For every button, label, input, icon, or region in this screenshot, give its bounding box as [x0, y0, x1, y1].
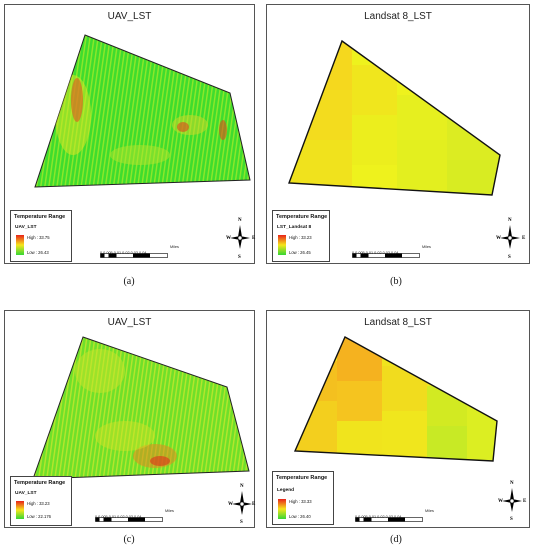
scale-bar: Miles 0 0.005 0.01 0.02 0.03 0.04: [352, 245, 432, 259]
legend-layer: UAV_LST: [15, 491, 37, 496]
legend: Temperature Range LST_Landsat 8 High : 3…: [272, 210, 330, 262]
caption-c: (c): [123, 534, 135, 545]
landsat-lst-map-b: [288, 39, 501, 196]
caption-d: (d): [390, 534, 402, 545]
compass-e: E: [523, 499, 527, 504]
compass-w: W: [498, 499, 503, 504]
compass-n: N: [240, 484, 244, 489]
compass-w: W: [226, 236, 231, 241]
legend-title: Temperature Range: [14, 214, 66, 220]
legend-gradient: [278, 499, 286, 519]
legend-gradient: [16, 501, 24, 519]
legend-high: High : 33.23: [289, 235, 312, 240]
compass-rose-icon: [500, 225, 520, 249]
compass-n: N: [238, 218, 242, 223]
map-panel-c: UAV_LST Temperature Range UAV_LST High :…: [4, 310, 255, 528]
scale-ticks: 0 0.005 0.01 0.02 0.03 0.04: [100, 251, 147, 255]
scale-units: Miles: [170, 245, 179, 249]
compass-rose-icon: [232, 491, 252, 515]
legend-layer: Legend: [277, 488, 295, 493]
compass-s: S: [510, 517, 513, 522]
north-arrow: [499, 483, 529, 519]
legend-low: Low : 26.45: [289, 250, 311, 255]
legend-title: Temperature Range: [276, 475, 328, 481]
north-arrow: [229, 486, 259, 522]
compass-e: E: [252, 502, 256, 507]
compass-w: W: [496, 236, 501, 241]
uav-lst-map-a: [34, 34, 251, 188]
scale-units: Miles: [425, 509, 434, 513]
panel-title: UAV_LST: [107, 11, 152, 22]
legend-low: Low : 22.176: [27, 514, 51, 519]
legend-layer: LST_Landsat 8: [277, 225, 312, 230]
scale-units: Miles: [165, 509, 174, 513]
map-panel-a: UAV_LST Temperature Range UAV_LST High :…: [4, 4, 255, 264]
compass-rose-icon: [502, 488, 522, 512]
scale-bar-graphic: [100, 253, 168, 258]
legend-low: Low : 26.43: [27, 250, 49, 255]
compass-s: S: [508, 255, 511, 260]
scale-ticks: 0 0.005 0.01 0.02 0.03 0.04: [352, 251, 399, 255]
compass-w: W: [228, 502, 233, 507]
compass-n: N: [508, 218, 512, 223]
legend-title: Temperature Range: [14, 480, 66, 486]
panel-title: Landsat 8_LST: [364, 317, 432, 328]
legend: Temperature Range Legend High : 33.33 Lo…: [272, 471, 334, 525]
legend-layer: UAV_LST: [15, 225, 37, 230]
panel-title: Landsat 8_LST: [364, 11, 432, 22]
panel-title: UAV_LST: [107, 317, 152, 328]
legend: Temperature Range UAV_LST High : 33.23 L…: [10, 476, 72, 526]
scale-bar: Miles 0 0.005 0.01 0.02 0.03 0.04: [355, 509, 435, 523]
map-panel-b: Landsat 8_LST Temperature Range LST_Land…: [266, 4, 530, 264]
legend-gradient: [16, 235, 24, 255]
scale-bar-graphic: [95, 517, 163, 522]
legend-high: High : 33.23: [27, 501, 50, 506]
scale-units: Miles: [422, 245, 431, 249]
compass-e: E: [252, 236, 256, 241]
map-panel-d: Landsat 8_LST Temperature Range Legend H…: [266, 310, 530, 528]
caption-b: (b): [390, 276, 402, 287]
legend-low: Low : 26.40: [289, 514, 311, 519]
scale-bar-graphic: [352, 253, 420, 258]
compass-rose-icon: [230, 225, 250, 249]
north-arrow: [497, 220, 527, 256]
scale-bar-graphic: [355, 517, 423, 522]
compass-e: E: [522, 236, 526, 241]
scale-ticks: 0 0.005 0.01 0.02 0.03 0.04: [355, 515, 402, 519]
legend-gradient: [278, 235, 286, 255]
legend-high: High : 33.33: [289, 499, 312, 504]
north-arrow: [227, 220, 257, 256]
landsat-lst-map-d: [293, 336, 498, 462]
compass-n: N: [510, 481, 514, 486]
legend: Temperature Range UAV_LST High : 33.75 L…: [10, 210, 72, 262]
compass-s: S: [238, 255, 241, 260]
uav-lst-map-c: [32, 336, 250, 480]
scale-bar: Miles 0 0.005 0.01 0.02 0.03 0.04: [100, 245, 180, 259]
scale-bar: Miles 0 0.005 0.01 0.02 0.03 0.04: [95, 509, 175, 523]
legend-high: High : 33.75: [27, 235, 50, 240]
legend-title: Temperature Range: [276, 214, 328, 220]
caption-a: (a): [123, 276, 135, 287]
compass-s: S: [240, 520, 243, 525]
scale-ticks: 0 0.005 0.01 0.02 0.03 0.04: [95, 515, 142, 519]
